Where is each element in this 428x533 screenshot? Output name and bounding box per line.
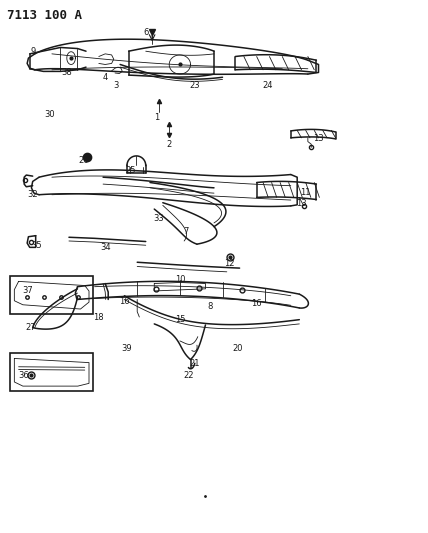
Text: 10: 10 xyxy=(175,275,185,284)
Text: 4: 4 xyxy=(103,73,108,82)
Text: 20: 20 xyxy=(232,344,243,353)
Text: 3: 3 xyxy=(113,81,119,90)
Bar xyxy=(10,353,93,391)
Text: 12: 12 xyxy=(224,260,234,268)
Text: 35: 35 xyxy=(32,241,42,250)
Text: 36: 36 xyxy=(19,371,30,380)
Text: 7113 100 A: 7113 100 A xyxy=(7,9,82,22)
Text: 7: 7 xyxy=(184,228,189,237)
Text: 2: 2 xyxy=(166,140,172,149)
Text: 34: 34 xyxy=(100,244,110,253)
Text: 38: 38 xyxy=(62,68,72,77)
Text: 21: 21 xyxy=(190,359,200,368)
Text: 13: 13 xyxy=(296,199,307,208)
Text: 11: 11 xyxy=(300,188,311,197)
Text: 9: 9 xyxy=(30,47,36,55)
Text: 27: 27 xyxy=(25,323,36,332)
Text: 13: 13 xyxy=(313,134,324,143)
Text: 15: 15 xyxy=(175,315,185,324)
Text: 1: 1 xyxy=(154,113,159,122)
Text: 30: 30 xyxy=(45,110,55,119)
Text: 18: 18 xyxy=(93,312,104,321)
Text: 39: 39 xyxy=(121,344,132,353)
Text: 22: 22 xyxy=(183,371,193,380)
Text: 16: 16 xyxy=(119,296,130,305)
Text: 25: 25 xyxy=(125,166,136,175)
Text: 8: 8 xyxy=(207,302,212,311)
Text: 33: 33 xyxy=(153,214,164,223)
Text: 6: 6 xyxy=(143,28,149,37)
Bar xyxy=(10,276,93,314)
Text: 23: 23 xyxy=(190,81,200,90)
Text: 26: 26 xyxy=(79,156,89,165)
Text: 37: 37 xyxy=(22,286,33,295)
Text: 16: 16 xyxy=(251,299,262,308)
Text: 24: 24 xyxy=(262,81,273,90)
Text: 32: 32 xyxy=(27,190,38,199)
